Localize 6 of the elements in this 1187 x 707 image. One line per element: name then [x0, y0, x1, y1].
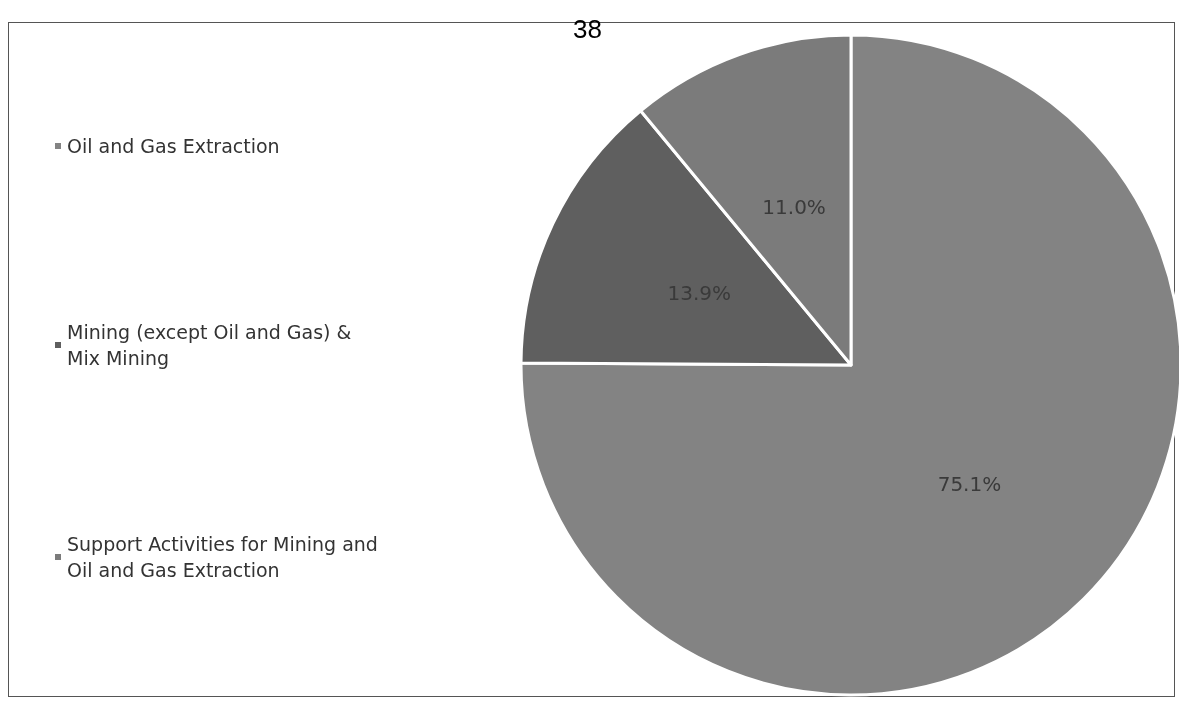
legend-label: Oil and Gas Extraction	[67, 135, 280, 157]
data-label: 75.1%	[937, 472, 1002, 497]
data-label: 11.0%	[762, 194, 826, 219]
text: 38	[573, 14, 602, 44]
legend-label: Mining (except Oil and Gas) & Mix Mining	[67, 321, 358, 369]
legend-label: Support Activities for Mining and Oil and Gas Extraction	[67, 533, 384, 581]
